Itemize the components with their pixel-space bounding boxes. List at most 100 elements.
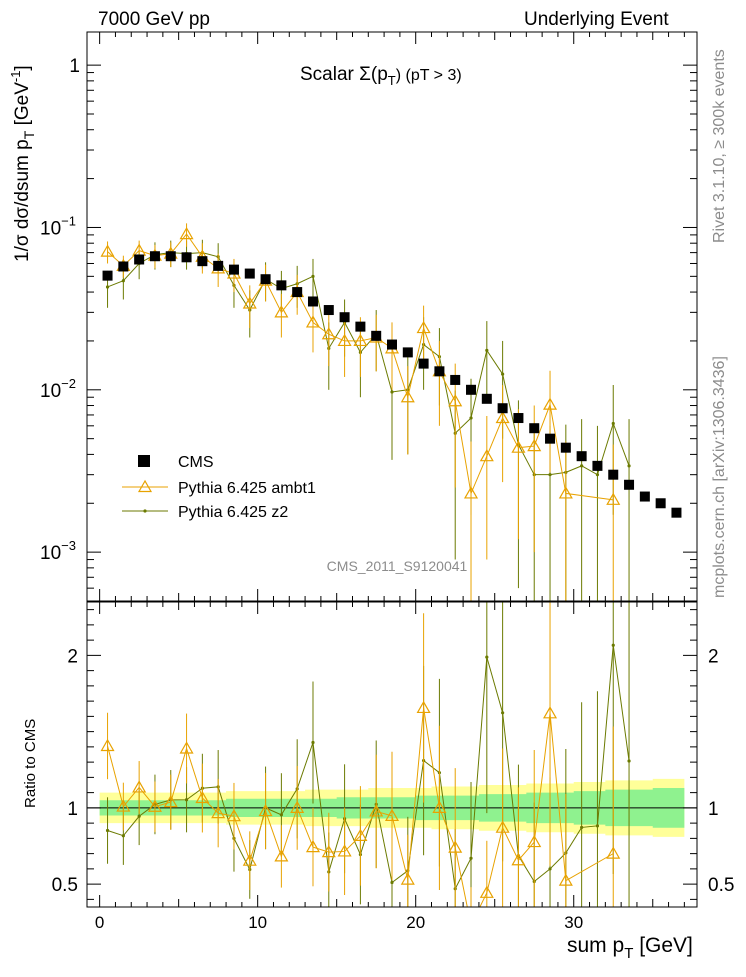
ambt1-point	[542, 397, 558, 410]
z2-point	[580, 464, 584, 468]
z2-point	[595, 473, 600, 477]
legend-label: CMS	[178, 454, 214, 471]
ratio-y-tick-label: 2	[67, 646, 78, 667]
x-tick-label: 30	[564, 913, 583, 932]
cms-point	[244, 268, 255, 279]
cms-point	[434, 366, 445, 377]
ambt1-ratio-point	[527, 834, 542, 848]
ratio-y-tick-label-right: 1	[708, 799, 719, 820]
z2-ratio-point	[595, 824, 600, 828]
ambt1-ratio-point	[479, 885, 494, 898]
x-tick-label: 0	[95, 913, 104, 932]
cms-point	[545, 433, 556, 444]
ambt1-point	[495, 410, 510, 424]
ratio-panel-frame	[86, 601, 698, 908]
z2-point	[485, 348, 489, 352]
z2-ratio-point	[121, 834, 125, 838]
cms-point	[592, 460, 603, 471]
ambt1-ratio-point	[353, 828, 368, 841]
legend-label: Pythia 6.425 ambt1	[178, 480, 316, 497]
ambt1-point	[100, 244, 115, 257]
z2-ratio-point	[137, 814, 141, 818]
ambt1-point	[448, 394, 463, 407]
ambt1-point	[321, 327, 336, 340]
ambt1-ratio-point	[195, 790, 210, 804]
ambt1-ratio-point	[100, 738, 115, 752]
cms-point	[149, 251, 160, 262]
z2-ratio-series	[105, 602, 631, 907]
ambt1-ratio-point	[606, 846, 621, 859]
y-tick-label: 10−1	[40, 213, 76, 239]
ratio-y-tick-label: 1	[67, 799, 78, 820]
cms-point	[228, 264, 239, 275]
y-tick-label: 1	[69, 56, 80, 77]
legend-z2-marker	[143, 509, 147, 513]
cms-point	[181, 252, 192, 263]
ambt1-ratio-series	[100, 602, 621, 930]
z2-ratio-point	[611, 643, 615, 647]
cms-point	[624, 479, 635, 490]
ratio-y-tick-label: 0.5	[52, 875, 78, 896]
cms-series	[102, 251, 682, 518]
rivet-version-label: Rivet 3.1.10, ≥ 300k events	[711, 49, 728, 243]
cms-point	[466, 384, 477, 395]
ambt1-ratio-point	[290, 800, 305, 813]
x-tick-label: 10	[248, 913, 267, 932]
ambt1-point	[305, 315, 321, 328]
z2-ratio-point	[279, 813, 283, 817]
ambt1-point	[416, 320, 431, 334]
ambt1-ratio-point	[558, 873, 573, 886]
z2-point	[105, 285, 110, 289]
plot-title: Scalar Σ(pT) (pT > 3)	[300, 64, 462, 88]
cms-point	[608, 469, 619, 480]
ambt1-point	[274, 305, 289, 318]
z2-ratio-line	[107, 645, 630, 891]
ambt1-ratio-point	[274, 849, 289, 862]
cms-point	[118, 261, 129, 272]
ambt1-point	[400, 390, 415, 403]
z2-point	[501, 372, 505, 376]
watermark: CMS_2011_S9120041	[327, 558, 468, 574]
ambt1-point	[242, 296, 257, 309]
z2-ratio-point	[184, 798, 189, 802]
ambt1-point	[353, 333, 368, 347]
header-right: Underlying Event	[524, 9, 669, 30]
ambt1-ratio-point	[542, 706, 558, 719]
cms-point	[671, 507, 682, 518]
ambt1-ratio-point	[211, 805, 226, 819]
z2-ratio-point	[548, 867, 552, 871]
ambt1-point	[558, 486, 573, 499]
legend-cms-marker	[138, 455, 150, 467]
ambt1-ratio-point	[179, 741, 194, 754]
ambt1-point	[337, 333, 352, 347]
x-axis-label: sum pT [GeV]	[567, 934, 693, 962]
cms-point	[339, 312, 350, 323]
cms-point	[213, 260, 224, 271]
cms-point	[639, 491, 650, 502]
top-panel-frame	[86, 31, 698, 602]
cms-point	[355, 321, 366, 332]
cms-point	[323, 305, 334, 316]
ratio-y-tick-label-right: 2	[708, 646, 719, 667]
z2-point	[627, 464, 631, 468]
cms-point	[134, 254, 145, 265]
legend-ambt1-marker	[137, 479, 153, 493]
legend-item: CMS	[138, 454, 214, 471]
ambt1-ratio-point	[163, 794, 178, 808]
ambt1-ratio-point	[511, 853, 526, 866]
ambt1-point	[606, 492, 621, 505]
ambt1-ratio-point	[116, 799, 131, 812]
z2-ratio-point	[105, 828, 110, 833]
cms-point	[260, 274, 271, 285]
z2-line	[107, 252, 630, 476]
ambt1-ratio-point	[432, 800, 447, 813]
z2-point	[121, 279, 125, 283]
ambt1-ratio-point	[448, 840, 463, 853]
y-tick-label: 10−2	[40, 376, 76, 402]
ambt1-ratio-point	[416, 700, 431, 714]
ambt1-ratio-point	[465, 919, 477, 930]
ambt1-point	[463, 486, 479, 499]
y-axis-label: 1/σ dσ/dsum pT [GeV-1]	[8, 65, 37, 262]
z2-point	[469, 416, 473, 420]
